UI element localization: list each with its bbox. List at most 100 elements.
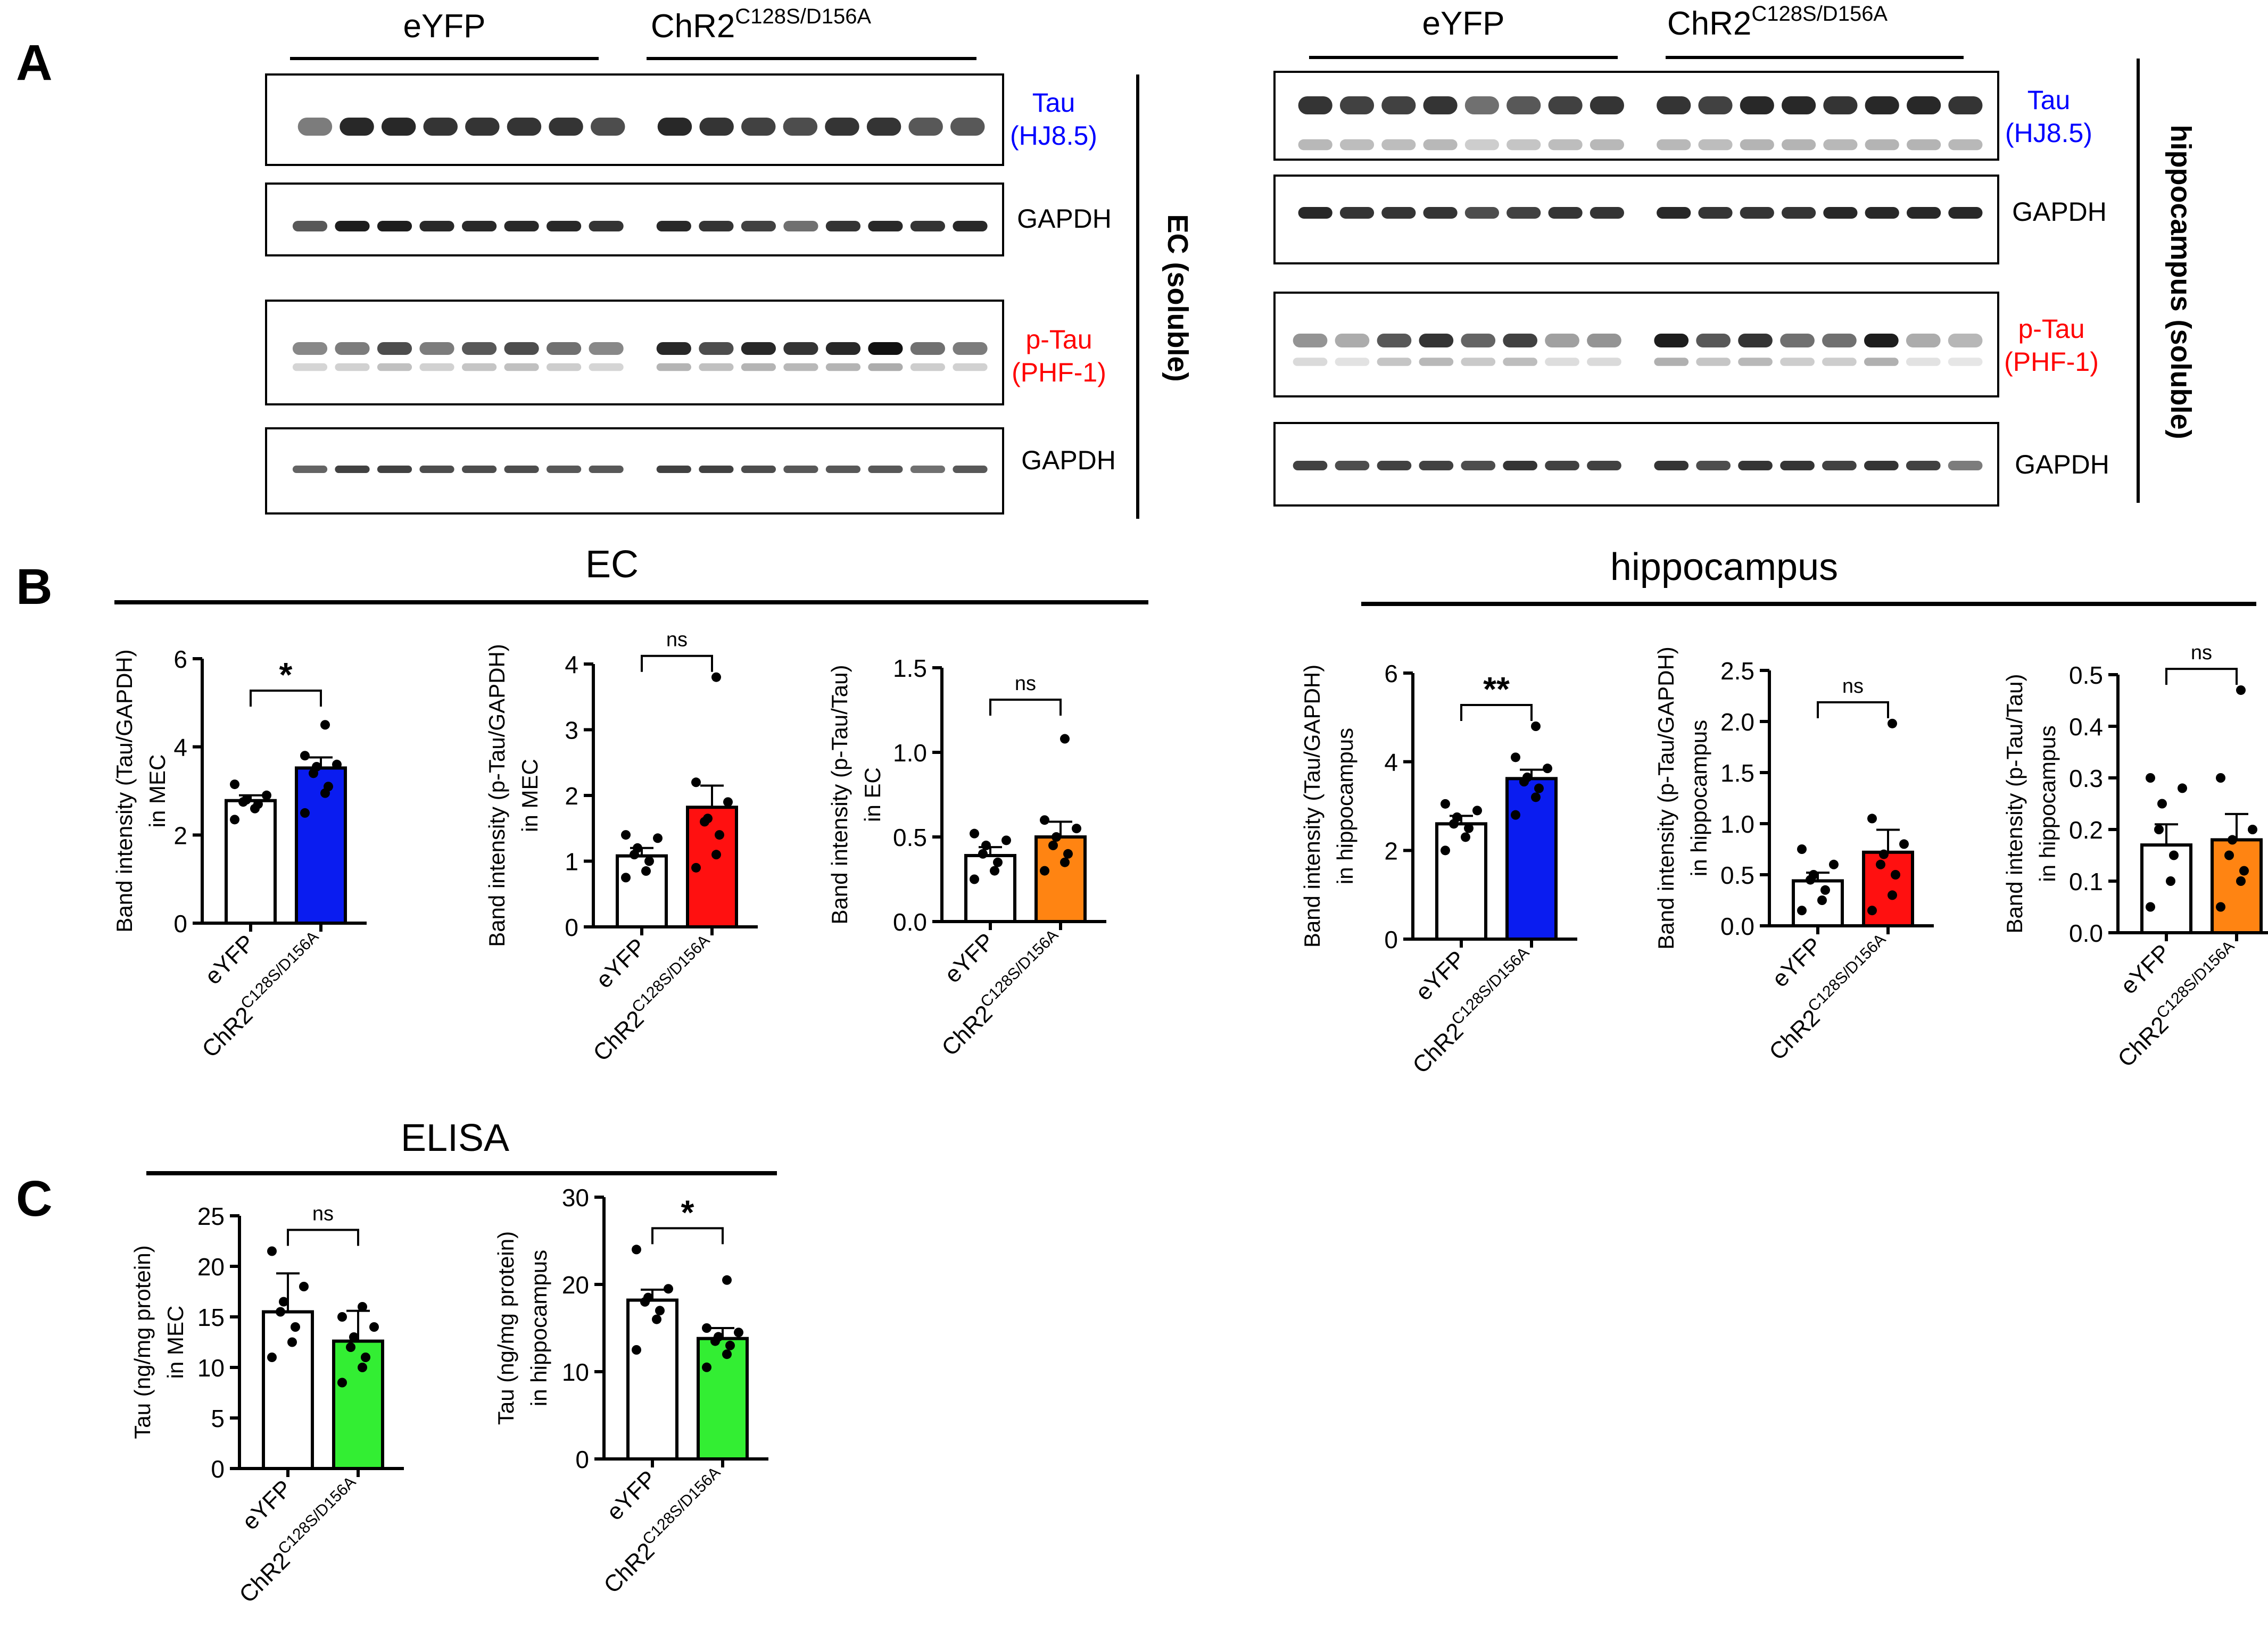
significance-bracket [1817, 701, 1889, 718]
y-tick-label: 0.0 [2069, 919, 2103, 947]
blot-band [783, 221, 818, 231]
data-point [722, 1275, 732, 1285]
y-tick-label: 1.0 [893, 739, 927, 767]
blot-band [825, 221, 860, 231]
data-point [981, 840, 991, 850]
data-point [1899, 839, 1909, 849]
y-tick-label: 0 [173, 910, 187, 938]
panel-label-c: C [16, 1171, 53, 1227]
y-tick-label: 1 [565, 848, 578, 876]
data-point [633, 843, 642, 853]
hip-tau-antibody: (HJ8.5) [2005, 118, 2092, 148]
blot-band-faint [377, 363, 412, 371]
blot-band [1698, 96, 1733, 114]
bar [616, 854, 668, 928]
blot-band-faint [1590, 139, 1624, 151]
blot-band-faint [1654, 358, 1689, 366]
data-point [1534, 783, 1544, 793]
blot-band [462, 342, 497, 355]
data-point [970, 828, 979, 839]
blot-band-faint [1339, 139, 1375, 151]
blot-band-faint [1740, 139, 1774, 151]
blot-band [1590, 96, 1624, 114]
blot-band [1298, 96, 1332, 114]
blot-band [910, 466, 945, 473]
hip-gapdh2-bands [1293, 461, 1983, 470]
blot-band [504, 221, 539, 231]
blot-band [1657, 96, 1691, 114]
significance-bracket [1460, 704, 1533, 721]
blot-band-faint [656, 363, 691, 371]
data-point [725, 1340, 735, 1350]
blot-band [1906, 461, 1941, 470]
data-point [1876, 859, 1885, 869]
blot-band [1419, 334, 1454, 347]
data-point [702, 1362, 711, 1372]
data-point [267, 1246, 277, 1256]
chart-ec-tau: 0 2 4 6 Band intensity (Tau/GAPDH) in MEC eYFP… [112, 645, 367, 1063]
blot-band [741, 342, 776, 355]
blot-band [1464, 207, 1499, 219]
blot-band-faint [1298, 139, 1332, 151]
data-point [369, 1322, 379, 1332]
blot-band [1823, 207, 1858, 219]
data-point [262, 790, 271, 800]
data-point [621, 830, 631, 840]
data-point [691, 862, 701, 873]
hip-region-label: hippocampus (soluble) [2165, 125, 2197, 439]
y-axis-label: Band intensity (p-Tau/GAPDH) [484, 644, 509, 947]
blot-band [423, 118, 458, 136]
y-axis-label-2: in hippocampus [526, 1250, 551, 1406]
y-tick-label: 6 [173, 645, 187, 673]
data-point [346, 1342, 355, 1352]
y-tick-label: 0.3 [2069, 765, 2103, 792]
blot-band [589, 466, 624, 473]
blot-band [825, 118, 859, 136]
ec-blot-eyfp-label: eYFP [403, 8, 485, 45]
blot-band [741, 466, 776, 473]
blot-band [1696, 461, 1731, 470]
y-tick-label: 0 [211, 1455, 225, 1483]
data-point [1048, 840, 1058, 850]
significance-label: * [279, 656, 293, 694]
hip-blot-chr2-base: ChR2 [1667, 5, 1752, 42]
blot-band-faint [1864, 358, 1899, 366]
blot-band [1335, 334, 1370, 347]
blot-band [950, 118, 985, 136]
blot-band [866, 118, 901, 136]
blot-band-faint [1419, 358, 1454, 366]
y-axis-label: Band intensity (p-Tau/Tau) [827, 665, 852, 925]
ec-blot-chr2-base: ChR2 [651, 8, 735, 45]
blot-band [825, 466, 860, 473]
chart-ec-ptau-gapdh: 0 1 2 3 4 Band intensity (p-Tau/GAPDH) in MEC e… [484, 629, 758, 1066]
ec-ptau-antibody: (PHF-1) [1012, 358, 1106, 387]
blot-band [1381, 96, 1416, 114]
data-point [267, 1353, 277, 1362]
hip-gapdh2-label: GAPDH [2015, 450, 2109, 479]
data-point [632, 1345, 641, 1355]
blot-band [1587, 461, 1621, 470]
significance-bracket [989, 699, 1062, 716]
data-point [978, 849, 988, 859]
significance-label: ns [1015, 673, 1036, 695]
data-point [337, 1378, 347, 1388]
blot-band [1461, 461, 1496, 470]
ec-region-label: EC (soluble) [1162, 214, 1194, 381]
ec-gapdh2-bands [292, 466, 988, 473]
blot-band-faint [292, 363, 328, 371]
data-point [287, 1337, 297, 1347]
hip-ptau-antibody: (PHF-1) [2004, 347, 2099, 377]
y-tick-label: 30 [562, 1184, 589, 1212]
hippocampus-blot: eYFP ChR2C128S/D156A Tau (HJ8.5) GAPDH p… [1273, 2, 2197, 507]
blot-band [419, 342, 454, 355]
blot-band-faint [783, 363, 818, 371]
y-axis-label: Band intensity (p-Tau/Tau) [2002, 674, 2027, 934]
blot-band-faint [1381, 139, 1416, 151]
blot-band [783, 342, 818, 355]
significance-bracket [287, 1229, 359, 1246]
x-tick-label: ChR2C128S/D156A [2111, 938, 2246, 1072]
data-point [632, 1245, 641, 1255]
data-point [230, 815, 239, 825]
blot-band-faint [1698, 139, 1733, 151]
blot-band-faint [335, 363, 370, 371]
